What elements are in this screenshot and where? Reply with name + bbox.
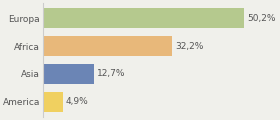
Bar <box>43 8 244 28</box>
Text: 32,2%: 32,2% <box>175 42 203 51</box>
Text: 50,2%: 50,2% <box>247 14 276 23</box>
Text: 12,7%: 12,7% <box>97 69 125 78</box>
Text: 4,9%: 4,9% <box>66 97 88 106</box>
Bar <box>43 36 172 56</box>
Bar <box>43 92 62 112</box>
Bar <box>43 64 94 84</box>
